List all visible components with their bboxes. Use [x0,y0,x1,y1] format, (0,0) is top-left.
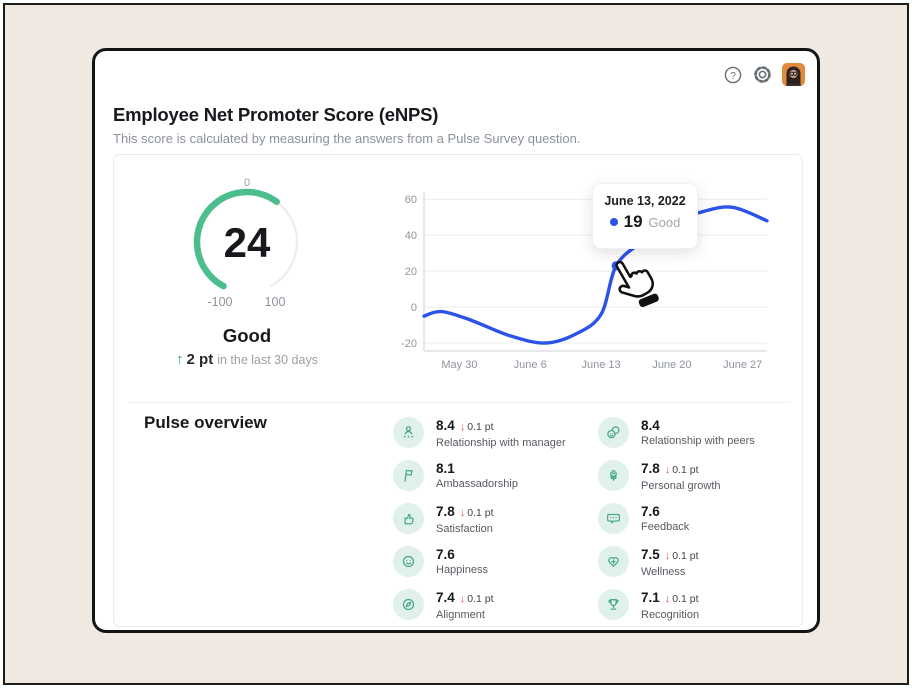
help-circle-icon: ? [724,66,741,83]
gauge-status-label: Good [222,325,272,346]
gauge-zero-label: 0 [244,177,250,189]
pulse-metric-label: Personal growth [641,480,721,492]
pulse-metric-row: 8.4 Relationship with peers [598,417,803,448]
growth-icon [598,460,629,491]
pulse-metric-delta: 0.1 pt [467,507,494,519]
gear-icon [754,66,771,83]
chart-y-tick-label: 0 [411,302,417,314]
chart-y-tick-label: -20 [401,338,417,350]
chart-tooltip: June 13, 2022 19 Good [592,183,698,249]
gauge-max-label: 100 [265,295,286,309]
gauge-value: 24 [224,219,271,266]
pulse-overview-title: Pulse overview [144,413,267,432]
chart-y-tick-label: 60 [405,194,417,206]
section-divider [128,402,790,403]
down-arrow-icon: ↓ [459,593,466,605]
pulse-metric-delta: 0.1 pt [672,550,699,562]
pulse-metric-row: 8.1 Ambassadorship [393,460,598,491]
pulse-metric-delta: 0.1 pt [467,421,494,433]
chart-x-tick-label: June 20 [652,359,691,371]
user-avatar[interactable] [782,63,805,86]
chart-series-line [422,205,769,345]
pulse-metric-row: 8.4 ↓ 0.1 pt Relationship with manager [393,417,598,449]
app-window: ? [92,48,820,633]
pulse-metric-value: 7.6 [641,504,660,519]
tooltip-value: 19 [623,212,643,231]
page-title: Employee Net Promoter Score (eNPS) [113,104,439,125]
hand-cursor-icon [615,260,659,308]
pulse-metric-label: Satisfaction [436,523,493,535]
tooltip-date: June 13, 2022 [604,194,686,208]
enps-card: 0 -100 100 24 Good ↑ 2 pt in the last 30 d… [113,154,803,627]
pulse-metric-value: 8.1 [436,461,455,476]
pulse-metric-delta: 0.1 pt [467,593,494,605]
pulse-metric-label: Relationship with peers [641,435,755,447]
settings-button[interactable] [752,64,773,85]
down-arrow-icon: ↓ [664,593,671,605]
feedback-icon [598,503,629,534]
chart-y-tick-label: 20 [405,266,417,278]
pulse-metric-label: Recognition [641,609,700,621]
pulse-metric-label: Happiness [436,564,488,576]
avatar-image [782,63,805,86]
pulse-column-left: 8.4 ↓ 0.1 pt Relationship with manager 8.1… [393,417,598,632]
pulse-metric-row: 7.8 ↓ 0.1 pt Satisfaction [393,503,598,535]
trophy-icon [598,589,629,620]
pulse-metric-delta: 0.1 pt [672,593,699,605]
pulse-metric-label: Relationship with manager [436,437,566,449]
chart-x-tick-label: May 30 [441,359,477,371]
down-arrow-icon: ↓ [459,421,466,433]
pulse-metric-row: 7.8 ↓ 0.1 pt Personal growth [598,460,803,492]
gauge-value-arc [193,188,280,290]
pulse-metric-row: 7.5 ↓ 0.1 pt Wellness [598,546,803,578]
pulse-metric-value: 7.1 ↓ 0.1 pt [641,590,699,605]
alignment-icon [393,589,424,620]
thumbs-up-icon [393,503,424,534]
chart-y-tick-label: 40 [405,230,417,242]
up-arrow-icon: ↑ [176,351,184,368]
wellness-icon [598,546,629,577]
down-arrow-icon: ↓ [459,507,466,519]
tooltip-status: Good [648,214,681,230]
help-button[interactable]: ? [722,64,743,85]
manager-icon [393,417,424,448]
series-dot-icon [609,218,618,226]
enps-gauge: 0 -100 100 24 [193,177,299,309]
header-actions: ? [722,63,805,86]
pulse-metric-value: 7.8 ↓ 0.1 pt [436,504,494,519]
gauge-delta-caption: in the last 30 days [217,353,318,367]
pulse-metric-label: Ambassadorship [436,478,518,490]
pulse-metric-row: 7.6 Happiness [393,546,598,577]
gauge-delta-value: 2 pt [186,351,214,368]
smiley-icon [393,546,424,577]
chart-x-tick-label: June 27 [723,359,762,371]
pulse-metric-value: 7.6 [436,547,455,562]
svg-text:?: ? [730,70,736,82]
pulse-metric-value: 7.5 ↓ 0.1 pt [641,547,699,562]
chart-x-tick-label: June 13 [582,359,621,371]
pulse-metric-value: 8.4 ↓ 0.1 pt [436,418,494,433]
flag-icon [393,460,424,491]
pulse-metric-delta: 0.1 pt [672,464,699,476]
pulse-metric-label: Alignment [436,609,485,621]
pulse-metric-row: 7.4 ↓ 0.1 pt Alignment [393,589,598,621]
down-arrow-icon: ↓ [664,550,671,562]
peers-icon [598,417,629,448]
chart-x-tick-label: June 6 [514,359,547,371]
pulse-metric-row: 7.6 Feedback [598,503,803,534]
pulse-metric-row: 7.1 ↓ 0.1 pt Recognition [598,589,803,621]
pulse-column-right: 8.4 Relationship with peers 7.8 ↓ 0.1 pt P… [598,417,803,632]
gauge-delta: ↑ 2 pt in the last 30 days [147,351,347,368]
page-subtitle: This score is calculated by measuring th… [113,131,581,146]
pulse-metric-label: Feedback [641,521,690,533]
pulse-metric-value: 7.4 ↓ 0.1 pt [436,590,494,605]
gauge-min-label: -100 [207,295,232,309]
down-arrow-icon: ↓ [664,464,671,476]
pulse-metric-value: 7.8 ↓ 0.1 pt [641,461,699,476]
pulse-metric-value: 8.4 [641,418,660,433]
pulse-metric-label: Wellness [641,566,686,578]
